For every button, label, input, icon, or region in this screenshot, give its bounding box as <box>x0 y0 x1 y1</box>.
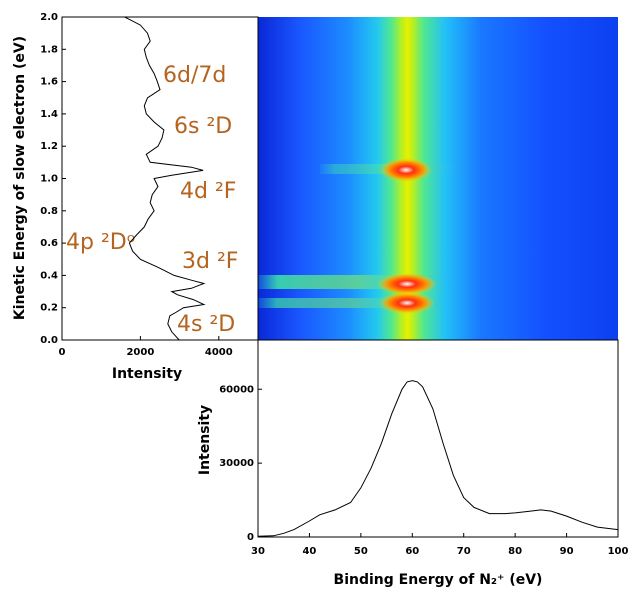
x-tick-label: 70 <box>457 546 471 557</box>
heatmap <box>258 17 618 340</box>
y-tick-label: 60000 <box>219 384 254 395</box>
y-tick-label: 30000 <box>219 458 254 469</box>
annotation: 4d ²F <box>180 179 236 204</box>
x-tick-label: 30 <box>251 546 265 557</box>
y-tick-label: 0 <box>247 532 254 543</box>
annotation: 4s ²D <box>177 312 235 337</box>
y-tick-label: 1.2 <box>40 141 58 152</box>
x-axis-label: Intensity <box>112 366 182 382</box>
y-tick-label: 1.6 <box>40 77 58 88</box>
y-tick-label: 1.8 <box>40 44 58 55</box>
data-line <box>257 380 619 537</box>
y-tick-label: 0.2 <box>40 303 58 314</box>
x-tick-label: 50 <box>354 546 368 557</box>
y-tick-label: 1.4 <box>40 109 58 120</box>
x-tick-label: 4000 <box>205 347 233 358</box>
x-tick-label: 80 <box>508 546 522 557</box>
annotation: 3d ²F <box>182 249 238 274</box>
data-line <box>124 16 206 341</box>
annotation: 6d/7d <box>163 63 226 88</box>
plot-frame <box>257 339 619 538</box>
y-tick-label: 0.6 <box>40 238 58 249</box>
x-tick-label: 0 <box>59 347 66 358</box>
y-tick-label: 0.4 <box>40 270 58 281</box>
y-tick-label: 1.0 <box>40 174 58 185</box>
y-tick-label: 0.0 <box>40 335 58 346</box>
y-tick-label: 0.8 <box>40 206 58 217</box>
x-tick-label: 2000 <box>126 347 154 358</box>
x-tick-label: 60 <box>405 546 419 557</box>
x-axis-label: Binding Energy of N₂⁺ (eV) <box>334 572 543 588</box>
y-axis-label: Kinetic Energy of slow electron (eV) <box>12 36 28 320</box>
x-tick-label: 90 <box>560 546 574 557</box>
x-tick-label: 100 <box>608 546 629 557</box>
y-tick-label: 2.0 <box>40 12 58 23</box>
y-axis-label: Intensity <box>197 405 213 475</box>
annotation: 6s ²D <box>174 114 232 139</box>
annotation: 4p ²Dᵒ <box>66 230 136 255</box>
x-tick-label: 40 <box>302 546 316 557</box>
